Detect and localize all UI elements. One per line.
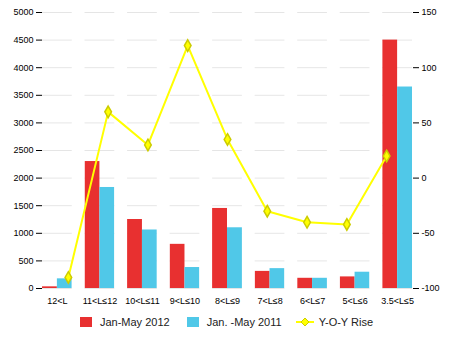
svg-text:2000: 2000	[13, 173, 33, 183]
svg-text:150: 150	[422, 7, 437, 17]
svg-text:3000: 3000	[13, 118, 33, 128]
html-text:Jan-May 2012: Jan-May 2012	[99, 316, 170, 328]
svg-text:9<L≤10: 9<L≤10	[170, 296, 200, 306]
svg-text:-100: -100	[422, 283, 440, 293]
svg-text:2500: 2500	[13, 145, 33, 155]
svg-text:10<L≤11: 10<L≤11	[125, 296, 160, 306]
svg-text:6<L≤7: 6<L≤7	[300, 296, 325, 306]
svg-text:8<L≤9: 8<L≤9	[215, 296, 240, 306]
svg-text:500: 500	[18, 256, 33, 266]
svg-text:0: 0	[28, 283, 33, 293]
svg-text:7<L≤8: 7<L≤8	[257, 296, 282, 306]
html-text:Y-O-Y Rise: Y-O-Y Rise	[318, 316, 374, 328]
svg-text:5000: 5000	[13, 7, 33, 17]
svg-text:100: 100	[422, 63, 437, 73]
svg-text:4000: 4000	[13, 63, 33, 73]
svg-text:50: 50	[422, 118, 432, 128]
svg-text:4500: 4500	[13, 35, 33, 45]
svg-text:-50: -50	[422, 228, 435, 238]
svg-text:12<L: 12<L	[47, 296, 67, 306]
svg-text:1500: 1500	[13, 201, 33, 211]
svg-text:0: 0	[422, 173, 427, 183]
svg-text:1000: 1000	[13, 228, 33, 238]
html-text:Jan. -May 2011: Jan. -May 2011	[206, 316, 282, 328]
svg-text:5<L≤6: 5<L≤6	[342, 296, 367, 306]
svg-text:3500: 3500	[13, 90, 33, 100]
svg-text:11<L≤12: 11<L≤12	[83, 296, 118, 306]
svg-text:3.5<L≤5: 3.5<L≤5	[381, 296, 414, 306]
